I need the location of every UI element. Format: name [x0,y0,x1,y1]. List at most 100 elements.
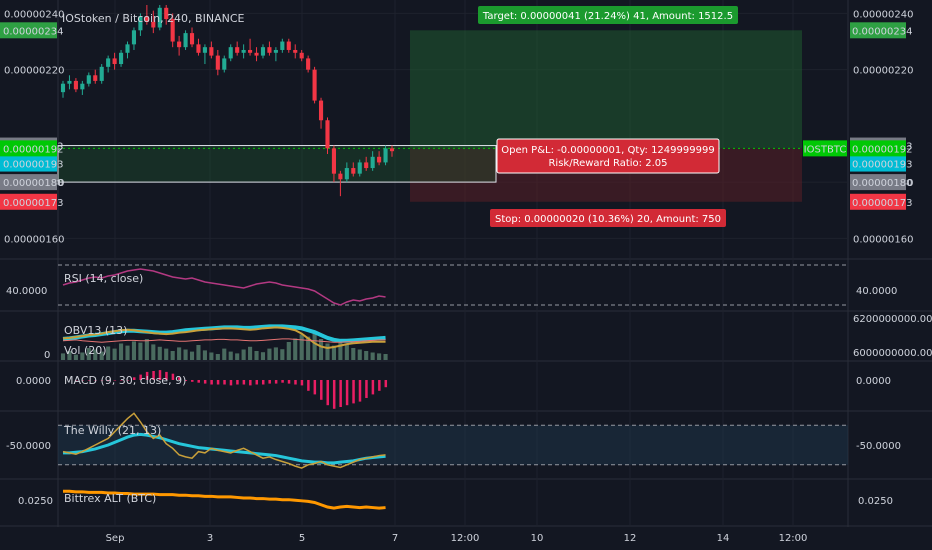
candle-body[interactable] [189,33,195,45]
candle[interactable] [273,47,278,62]
candle-body[interactable] [202,47,207,53]
candle[interactable] [144,5,149,25]
candle-body[interactable] [106,58,111,67]
candle-body[interactable] [222,58,227,70]
price-pane[interactable]: Target: 0.00000041 (21.24%) 41, Amount: … [57,5,848,227]
candle-body[interactable] [86,75,91,84]
candle[interactable] [267,41,272,56]
candle[interactable] [318,97,324,129]
candle-body[interactable] [80,83,85,90]
candle[interactable] [254,47,259,62]
candle-body[interactable] [267,47,272,53]
candle-body[interactable] [389,148,395,152]
candle-body[interactable] [260,47,266,56]
candle-body[interactable] [338,173,343,180]
indicator-panes[interactable]: RSI (14, close) OBV13 (13) Vol (20) MACD (9… [58,264,848,510]
candle[interactable] [351,162,356,177]
candle-body[interactable] [344,168,349,180]
candle-body[interactable] [280,41,285,50]
candle-body[interactable] [248,49,253,53]
candle-body[interactable] [293,49,298,53]
candle[interactable] [157,5,162,31]
candle[interactable] [235,41,240,56]
candle-body[interactable] [138,16,143,31]
candle[interactable] [364,156,369,171]
stop-label-box[interactable] [490,209,726,227]
candle[interactable] [112,52,117,70]
candle-body[interactable] [370,156,375,169]
candle[interactable] [202,44,207,65]
candle-body[interactable] [119,52,124,65]
candle-body[interactable] [351,168,356,174]
candle-body[interactable] [306,58,311,70]
candle[interactable] [106,55,111,73]
candle-body[interactable] [235,47,240,53]
candle-body[interactable] [125,44,130,53]
candle[interactable] [131,27,137,50]
candle[interactable] [299,49,304,62]
candle-body[interactable] [151,21,156,28]
candle[interactable] [280,38,285,53]
candle[interactable] [67,75,72,90]
candle-body[interactable] [299,52,304,59]
candle[interactable] [119,49,124,67]
candle-body[interactable] [157,7,162,28]
candle[interactable] [306,55,311,73]
candle-body[interactable] [164,7,169,20]
candle-body[interactable] [177,41,182,48]
candle[interactable] [286,38,291,53]
candle[interactable] [177,35,182,56]
candle[interactable] [215,49,220,76]
candle-body[interactable] [318,100,324,121]
candle-body[interactable] [325,120,330,149]
candle-body[interactable] [209,47,214,56]
candle[interactable] [189,27,195,48]
candle[interactable] [331,145,336,183]
candle[interactable] [73,78,78,93]
candle[interactable] [164,5,169,25]
candle[interactable] [209,41,214,59]
candle[interactable] [370,151,375,171]
candle-body[interactable] [241,49,246,53]
candle[interactable] [389,145,395,157]
candle-body[interactable] [67,80,72,84]
candle-body[interactable] [286,41,291,50]
pnl-label-box[interactable] [496,138,720,174]
candle-body[interactable] [228,47,233,59]
candle[interactable] [383,145,388,166]
candle[interactable] [377,151,382,166]
candle[interactable] [196,38,201,56]
candle[interactable] [151,10,156,34]
candle[interactable] [241,44,246,59]
candle[interactable] [125,41,130,59]
candle-body[interactable] [196,44,201,53]
candle[interactable] [344,162,349,183]
candle-body[interactable] [331,148,336,174]
candle[interactable] [99,64,104,84]
range-box[interactable] [57,145,497,183]
candle-body[interactable] [73,80,78,90]
candle-body[interactable] [364,162,369,169]
candle-body[interactable] [215,55,220,70]
candle-body[interactable] [183,33,188,48]
candle[interactable] [183,30,188,50]
candle-body[interactable] [93,75,98,81]
candle[interactable] [293,44,298,59]
candle-body[interactable] [357,162,362,174]
candle-body[interactable] [383,148,388,163]
candle-body[interactable] [131,30,137,45]
candle[interactable] [248,38,253,56]
candle[interactable] [138,13,143,36]
candle-body[interactable] [60,83,66,93]
candle[interactable] [338,170,343,197]
candle-body[interactable] [312,69,317,101]
candle[interactable] [260,44,266,59]
candle-body[interactable] [377,156,382,163]
candle-body[interactable] [254,52,259,56]
candle[interactable] [228,44,233,62]
candle[interactable] [93,69,98,84]
candle-body[interactable] [112,58,117,65]
candle[interactable] [222,55,227,73]
candle[interactable] [357,159,362,177]
